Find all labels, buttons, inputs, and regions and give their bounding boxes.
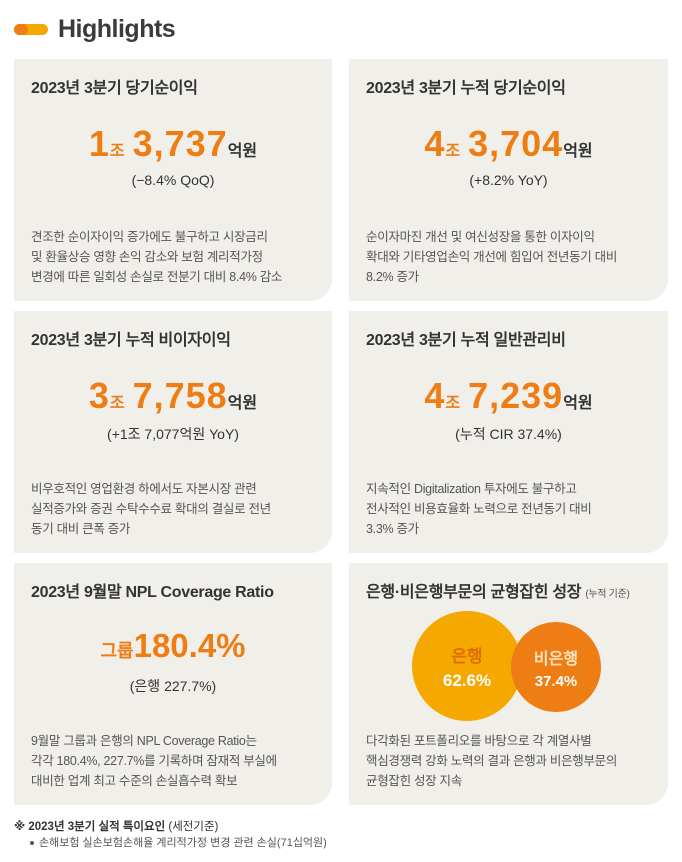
metric-value: 3,704 [468,123,564,164]
card-description: 비우호적인 영업환경 하에서도 자본시장 관련 실적증가와 증권 수탁수수료 확… [31,479,318,539]
metric-value: 180.4% [133,627,246,664]
desc-line: 균형잡힌 성장 지속 [366,774,462,788]
desc-line: 다각화된 포트폴리오를 바탕으로 각 계열사별 [366,734,592,748]
card-description: 견조한 순이자이익 증가에도 불구하고 시장금리 및 환율상승 영향 손익 감소… [31,227,318,287]
card-general-admin-expenses: 2023년 3분기 누적 일반관리비 4조 7,239억원 (누적 CIR 37.… [349,311,668,553]
footnote-item-text: 손해보험 실손보험손해율 계리적가정 변경 관련 손실(71십억원) [39,837,327,849]
footnote-basis: (세전기준) [168,821,219,833]
nonbank-share-circle: 비은행 37.4% [511,622,601,712]
card-q3-net-income: 2023년 3분기 당기순이익 1조 3,737억원 (−8.4% QoQ) 견조… [14,59,332,301]
card-metric: 3조 7,758억원 [14,375,332,417]
section-header: Highlights [14,12,176,46]
bullet-icon [30,841,34,846]
desc-line: 8.2% 증가 [366,270,419,284]
card-sub-metric: (누적 CIR 37.4%) [455,426,562,442]
metric-unit: 억원 [227,143,258,160]
card-title-text: 은행·비은행부문의 균형잡힌 성장 [366,584,582,601]
desc-line: 순이자마진 개선 및 여신성장을 통한 이자이익 [366,230,595,244]
card-sub-metric: (+1조 7,077억원 YoY) [107,426,239,442]
card-title: 2023년 3분기 누적 비이자이익 [31,332,231,349]
metric-trillion-unit: 조 [445,143,461,160]
desc-line: 변경에 따른 일회성 손실로 전분기 대비 8.4% 감소 [31,270,283,284]
metric-trillion: 4 [424,123,446,164]
card-cumulative-net-income: 2023년 3분기 누적 당기순이익 4조 3,704억원 (+8.2% YoY)… [349,59,668,301]
nonbank-label: 비은행 [533,650,579,668]
metric-trillion-unit: 조 [445,395,461,412]
card-description: 다각화된 포트폴리오를 바탕으로 각 계열사별 핵심경쟁력 강화 노력의 결과 … [366,731,654,791]
bank-value: 62.6% [442,670,492,690]
desc-line: 3.3% 증가 [366,522,419,536]
desc-line: 및 환율상승 영향 손익 감소와 보험 계리적가정 [31,250,263,264]
desc-line: 동기 대비 큰폭 증가 [31,522,131,536]
section-pill-icon [14,23,48,35]
metric-trillion-unit: 조 [109,395,125,412]
segment-circles: 은행 62.6% 비은행 37.4% [349,611,668,723]
metric-trillion: 1 [88,123,110,164]
desc-line: 견조한 순이자이익 증가에도 불구하고 시장금리 [31,230,268,244]
metric-unit: 억원 [563,395,593,412]
card-balanced-growth: 은행·비은행부문의 균형잡힌 성장 (누적 기준) 은행 62.6% 비은행 3… [349,563,668,805]
desc-line: 확대와 기타영업손익 개선에 힘입어 전년동기 대비 [366,250,618,264]
card-sub-metric: (은행 227.7%) [129,678,217,694]
desc-line: 실적증가와 증권 수탁수수료 확대의 결실로 전년 [31,502,271,516]
desc-line: 핵심경쟁력 강화 노력의 결과 은행과 비은행부문의 [366,754,618,768]
metric-value: 7,239 [468,375,564,416]
desc-line: 전사적인 비용효율화 노력으로 전년동기 대비 [366,502,592,516]
desc-line: 대비한 업계 최고 수준의 손실흡수력 확보 [31,774,238,788]
footnote-title-text: ※ 2023년 3분기 실적 특이요인 [14,821,166,833]
metric-unit: 억원 [563,143,593,160]
nonbank-value: 37.4% [534,672,578,690]
card-metric: 4조 3,704억원 [349,123,668,165]
card-metric: 1조 3,737억원 [14,123,332,165]
card-title-sub: (누적 기준) [585,589,630,600]
bank-label: 은행 [451,646,483,666]
card-description: 순이자마진 개선 및 여신성장을 통한 이자이익 확대와 기타영업손익 개선에 … [366,227,654,287]
card-title: 2023년 3분기 당기순이익 [31,80,198,97]
card-title: 은행·비은행부문의 균형잡힌 성장 (누적 기준) [366,578,630,602]
metric-trillion: 3 [88,375,110,416]
card-metric: 그룹180.4% [14,627,332,665]
metric-value: 7,758 [132,375,228,416]
footnote-title: ※ 2023년 3분기 실적 특이요인 (세전기준) [14,818,218,834]
card-metric: 4조 7,239억원 [349,375,668,417]
card-sub-metric: (+8.2% YoY) [469,172,548,188]
desc-line: 비우호적인 영업환경 하에서도 자본시장 관련 [31,482,257,496]
card-title: 2023년 3분기 누적 당기순이익 [366,80,566,97]
card-description: 지속적인 Digitalization 투자에도 불구하고 전사적인 비용효율화… [366,479,654,539]
metric-trillion-unit: 조 [109,143,125,160]
metric-unit: 억원 [227,395,258,412]
card-description: 9월말 그룹과 은행의 NPL Coverage Ratio는 각각 180.4… [31,731,318,791]
metric-group-label: 그룹 [100,641,134,661]
footnote-item: 손해보험 실손보험손해율 계리적가정 변경 관련 손실(71십억원) [30,834,327,850]
card-non-interest-income: 2023년 3분기 누적 비이자이익 3조 7,758억원 (+1조 7,077억… [14,311,332,553]
card-title: 2023년 9월말 NPL Coverage Ratio [31,584,274,601]
card-sub-metric: (−8.4% QoQ) [131,172,215,188]
card-title: 2023년 3분기 누적 일반관리비 [366,332,566,349]
metric-trillion: 4 [424,375,446,416]
bank-share-circle: 은행 62.6% [412,611,522,721]
desc-line: 각각 180.4%, 227.7%를 기록하며 잠재적 부실에 [31,754,277,768]
desc-line: 지속적인 Digitalization 투자에도 불구하고 [366,482,577,496]
desc-line: 9월말 그룹과 은행의 NPL Coverage Ratio는 [31,734,257,748]
card-npl-coverage-ratio: 2023년 9월말 NPL Coverage Ratio 그룹180.4% (은… [14,563,332,805]
metric-value: 3,737 [132,123,228,164]
section-title: Highlights [58,14,176,43]
